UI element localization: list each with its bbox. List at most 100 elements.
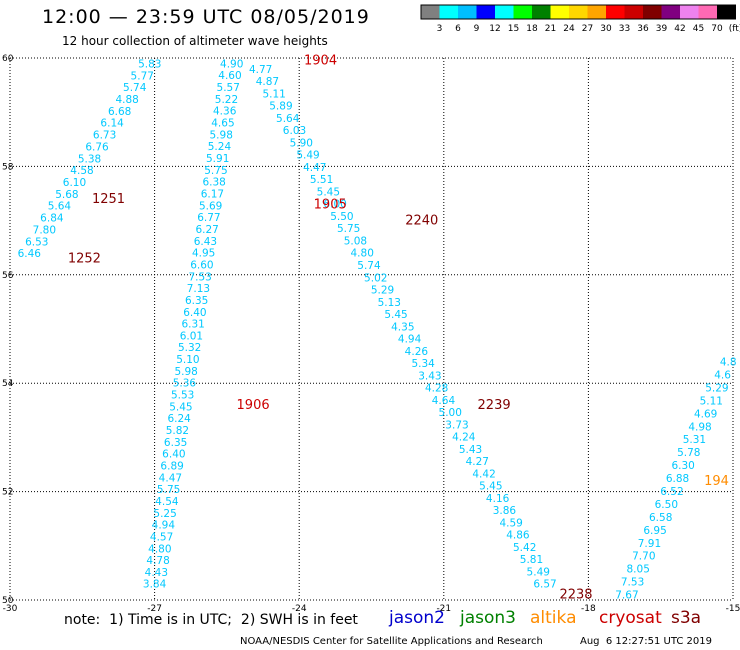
wave-height-value: 4.26 bbox=[405, 346, 429, 358]
wave-height-value: 5.49 bbox=[296, 150, 319, 162]
legend-frame bbox=[420, 4, 736, 20]
footer-credit: NOAA/NESDIS Center for Satellite Applica… bbox=[240, 636, 543, 647]
wave-height-value: 6.40 bbox=[183, 307, 206, 319]
wave-height-value: 5.98 bbox=[210, 129, 233, 141]
legend-label: 12 bbox=[489, 24, 500, 34]
wave-height-value: 6.40 bbox=[162, 449, 185, 461]
y-tick-label: 58 bbox=[2, 162, 14, 172]
wave-height-value: 5.32 bbox=[178, 342, 201, 354]
legend-label: 21 bbox=[545, 24, 556, 34]
wave-height-value: 5.31 bbox=[683, 434, 706, 446]
wave-height-value: 5.43 bbox=[459, 444, 482, 456]
wave-height-value: 4.77 bbox=[249, 64, 272, 76]
wave-height-value: 5.02 bbox=[364, 272, 387, 284]
legend-swatch bbox=[495, 5, 514, 19]
wave-height-value: 7.70 bbox=[632, 551, 655, 563]
wave-height-value: 4.59 bbox=[499, 517, 522, 529]
wave-height-value: 4.24 bbox=[452, 432, 476, 444]
wave-height-value: 4.80 bbox=[148, 543, 171, 555]
satellite-s3a: s3a bbox=[671, 608, 702, 628]
wave-height-value: 6.43 bbox=[194, 236, 217, 248]
wave-height-value: 5.13 bbox=[378, 297, 401, 309]
wave-height-value: 5.68 bbox=[55, 189, 78, 201]
wave-height-value: 5.91 bbox=[206, 153, 229, 165]
legend-swatch bbox=[439, 5, 458, 19]
legend-label: 6 bbox=[455, 24, 461, 34]
wave-height-value: 6.68 bbox=[108, 106, 131, 118]
wave-height-value: 6.50 bbox=[655, 499, 678, 511]
wave-height-value: 7.80 bbox=[33, 224, 56, 236]
wave-height-value: 4.64 bbox=[432, 395, 456, 407]
legend-swatch bbox=[587, 5, 606, 19]
wave-height-value: 5.00 bbox=[439, 407, 462, 419]
time-label: 2239 bbox=[478, 398, 511, 413]
altimeter-tracks: 5.835.775.744.886.686.146.736.765.384.58… bbox=[18, 58, 737, 601]
legend-label: 9 bbox=[474, 24, 480, 34]
wave-height-value: 5.83 bbox=[138, 58, 161, 70]
wave-height-value: 8.05 bbox=[627, 564, 650, 576]
wave-height-value: 3.84 bbox=[143, 579, 167, 591]
wave-height-value: 6.76 bbox=[85, 141, 109, 153]
wave-height-value: 5.34 bbox=[411, 358, 435, 370]
wave-height-value: 5.45 bbox=[479, 481, 502, 493]
y-tick-label: 50 bbox=[2, 596, 14, 606]
wave-height-value: 6.35 bbox=[185, 295, 208, 307]
legend-swatch bbox=[476, 5, 495, 19]
time-labels: 1904 1905 1906 1251 1252 2240 2239 2238 194 bbox=[68, 54, 729, 603]
wave-height-value: 5.57 bbox=[217, 82, 240, 94]
wave-height-value: 6.88 bbox=[666, 473, 689, 485]
wave-height-value: 4.94 bbox=[398, 334, 422, 346]
wave-height-value: 4.88 bbox=[115, 94, 138, 106]
legend-swatch bbox=[550, 5, 569, 19]
legend-swatch bbox=[624, 5, 643, 19]
legend-label: (ft) bbox=[729, 24, 740, 34]
wave-height-value: 4.54 bbox=[155, 496, 179, 508]
y-tick-label: 54 bbox=[2, 379, 14, 389]
wave-height-value: 4.80 bbox=[351, 248, 374, 260]
wave-height-value: 4.6 bbox=[714, 369, 731, 381]
wave-height-value: 7.67 bbox=[615, 590, 638, 602]
y-tick-label: 52 bbox=[2, 488, 13, 498]
wave-height-value: 6.53 bbox=[25, 236, 48, 248]
legend-label: 36 bbox=[637, 24, 649, 34]
wave-height-value: 5.78 bbox=[677, 447, 700, 459]
wave-height-value: 4.95 bbox=[192, 248, 215, 260]
wave-height-value: 5.11 bbox=[262, 88, 285, 100]
legend-swatch bbox=[458, 5, 477, 19]
wave-height-value: 4.16 bbox=[486, 493, 510, 505]
x-tick-label: -24 bbox=[292, 604, 307, 614]
wave-height-value: 4.57 bbox=[150, 531, 173, 543]
legend-label: 3 bbox=[437, 24, 443, 34]
y-tick-label: 60 bbox=[2, 54, 14, 64]
wave-height-value: 6.52 bbox=[660, 486, 683, 498]
wave-height-value: 5.74 bbox=[357, 260, 381, 272]
legend-label: 18 bbox=[526, 24, 538, 34]
wave-height-value: 5.51 bbox=[310, 174, 333, 186]
wave-height-value: 7.13 bbox=[187, 283, 210, 295]
legend-swatch bbox=[606, 5, 625, 19]
legend-label: 15 bbox=[508, 24, 519, 34]
satellite-cryosat: cryosat bbox=[599, 608, 662, 628]
wave-height-value: 6.84 bbox=[40, 213, 64, 225]
wave-height-value: 5.64 bbox=[276, 113, 300, 125]
wave-height-value: 5.90 bbox=[290, 137, 313, 149]
wave-height-value: 6.03 bbox=[283, 125, 306, 137]
wave-height-value: 4.47 bbox=[303, 162, 326, 174]
legend-swatch bbox=[717, 5, 736, 19]
wave-height-value: 4.86 bbox=[506, 530, 530, 542]
wave-height-value: 3.73 bbox=[445, 419, 468, 431]
wave-height-value: 4.8 bbox=[720, 357, 737, 369]
legend-swatch bbox=[643, 5, 662, 19]
wave-height-value: 5.75 bbox=[337, 223, 360, 235]
wave-height-value: 5.75 bbox=[204, 165, 227, 177]
wave-height-value: 5.45 bbox=[384, 309, 407, 321]
wave-height-value: 4.78 bbox=[146, 555, 169, 567]
wave-height-value: 4.98 bbox=[688, 421, 711, 433]
wave-height-value: 4.42 bbox=[472, 468, 495, 480]
wave-height-value: 5.24 bbox=[208, 141, 232, 153]
satellite-jason2: jason2 bbox=[389, 608, 445, 628]
wave-height-value: 4.35 bbox=[391, 321, 414, 333]
wave-height-value: 5.64 bbox=[48, 201, 72, 213]
wave-height-value: 5.10 bbox=[176, 354, 199, 366]
time-label: 1906 bbox=[237, 398, 270, 413]
